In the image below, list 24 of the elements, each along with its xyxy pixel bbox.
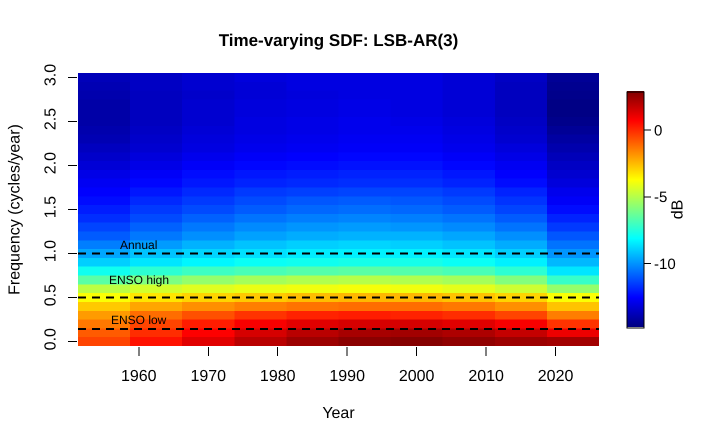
annotation: Annual: [120, 238, 158, 252]
y-tick-label: 3.0: [42, 64, 60, 86]
x-tick-label: 2000: [398, 368, 435, 386]
x-tick-label: 1970: [190, 368, 226, 386]
color-bar-label: 0: [654, 122, 662, 140]
y-tick-label: 2.0: [42, 152, 60, 174]
color-bar-title: dB: [669, 200, 686, 220]
y-axis-title: Frequency (cycles/year): [6, 124, 24, 295]
color-bar-label: -5: [654, 189, 668, 206]
x-tick-label: 1980: [260, 368, 296, 386]
y-tick-label: 0.5: [42, 284, 60, 306]
chart-title: Time-varying SDF: LSB-AR(3): [218, 30, 458, 50]
y-tick-label: 1.0: [42, 240, 60, 262]
x-axis-title: Year: [322, 404, 356, 422]
y-tick-label: 0.0: [42, 328, 60, 350]
x-tick-label: 2020: [538, 368, 574, 386]
annotation: ENSO high: [109, 273, 170, 287]
x-tick-label: 1960: [120, 368, 157, 386]
y-tick-label: 2.5: [42, 108, 60, 130]
color-bar-label: -10: [654, 256, 676, 273]
y-tick-label: 1.5: [42, 196, 60, 218]
annotation: ENSO low: [111, 313, 167, 327]
x-tick-label: 2010: [468, 368, 504, 386]
x-tick-label: 1990: [329, 368, 366, 386]
